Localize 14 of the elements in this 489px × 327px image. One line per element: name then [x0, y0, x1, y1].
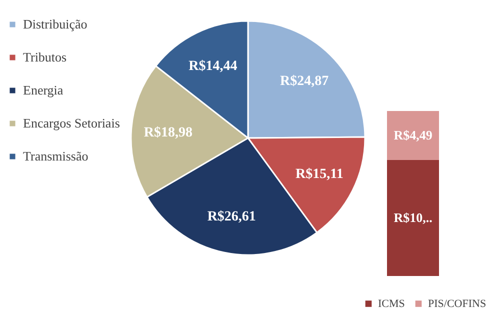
data-label: R$18,98	[144, 126, 192, 141]
data-label: R$26,61	[207, 209, 256, 224]
legend-label: Encargos Setoriais	[23, 116, 120, 130]
legend-label: ICMS	[378, 298, 405, 310]
data-label: R$14,44	[188, 59, 238, 74]
legend-label: Energia	[23, 82, 64, 98]
legend-label: Tributos	[23, 50, 67, 64]
data-label: R$24,87	[280, 74, 329, 90]
legend-label: Transmissão	[23, 148, 88, 164]
legend-label: Distribuição	[23, 16, 88, 32]
data-label: R$10,..	[394, 210, 432, 226]
data-label: R$15,11	[296, 166, 344, 182]
legend-label: PIS/COFINS	[428, 298, 486, 310]
data-label: R$4,49	[394, 128, 433, 143]
